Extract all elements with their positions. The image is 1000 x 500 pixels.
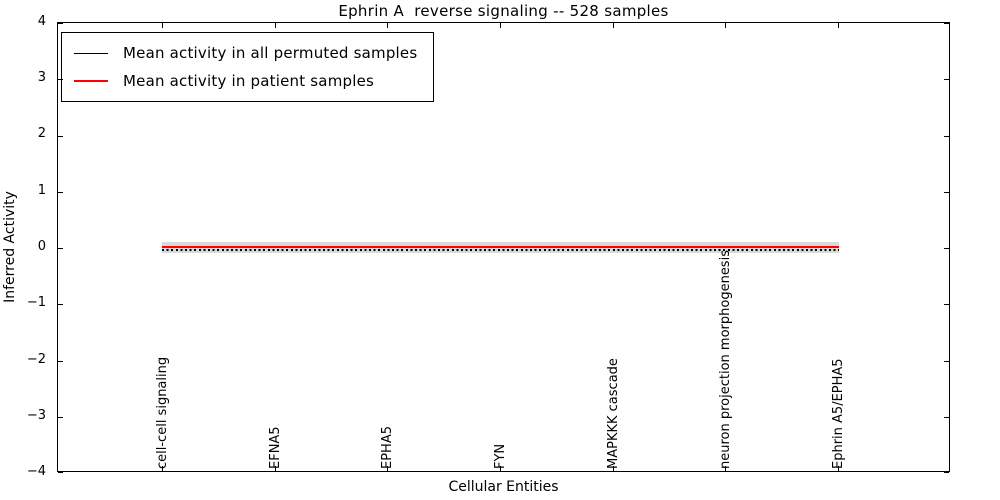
tick-mark xyxy=(387,466,388,471)
legend-entry-permuted: Mean activity in all permuted samples xyxy=(74,39,417,67)
tick-mark xyxy=(838,23,839,28)
permuted-mean-line xyxy=(162,249,839,251)
chart-title: Ephrin A reverse signaling -- 528 sample… xyxy=(338,2,669,20)
legend: Mean activity in all permuted samples Me… xyxy=(61,32,435,102)
y-tick-label: −1 xyxy=(26,295,46,310)
tick-mark xyxy=(58,79,63,80)
red-line-icon xyxy=(74,80,108,82)
tick-mark xyxy=(58,192,63,193)
tick-mark xyxy=(500,466,501,471)
tick-mark xyxy=(387,23,388,28)
y-tick-label: 3 xyxy=(37,70,46,85)
tick-mark xyxy=(58,248,63,249)
tick-mark xyxy=(944,248,949,249)
tick-mark xyxy=(58,23,63,24)
tick-mark xyxy=(944,472,949,473)
x-tick-label-neuron-projection-morphogenesis: neuron projection morphogenesis xyxy=(718,250,733,469)
y-tick-label: 1 xyxy=(37,183,46,198)
tick-mark xyxy=(944,417,949,418)
tick-mark xyxy=(162,23,163,28)
x-tick-label-cell-cell-signaling: cell-cell signaling xyxy=(155,356,170,469)
y-tick-label: 2 xyxy=(37,126,46,141)
tick-mark xyxy=(500,23,501,28)
tick-mark xyxy=(944,23,949,24)
tick-mark xyxy=(944,79,949,80)
tick-mark xyxy=(58,361,63,362)
y-tick-label: 0 xyxy=(37,239,46,254)
y-tick-label: −4 xyxy=(26,464,46,479)
black-line-icon xyxy=(74,52,108,54)
tick-mark xyxy=(944,304,949,305)
tick-mark xyxy=(613,466,614,471)
tick-mark xyxy=(275,466,276,471)
y-tick-label: −3 xyxy=(26,408,46,423)
legend-entry-patient: Mean activity in patient samples xyxy=(74,67,417,95)
tick-mark xyxy=(944,192,949,193)
y-tick-label: −2 xyxy=(26,352,46,367)
y-tick-label: 4 xyxy=(37,14,46,29)
tick-mark xyxy=(725,23,726,28)
tick-mark xyxy=(838,466,839,471)
legend-label-permuted: Mean activity in all permuted samples xyxy=(123,44,418,62)
x-tick-label-ephrin-a5-epha5: Ephrin A5/EPHA5 xyxy=(831,358,846,469)
plot-area: cell-cell signaling EFNA5 EPHA5 FYN MAPK… xyxy=(57,22,950,473)
tick-mark xyxy=(613,23,614,28)
tick-mark xyxy=(58,417,63,418)
tick-mark xyxy=(58,136,63,137)
tick-mark xyxy=(275,23,276,28)
legend-label-patient: Mean activity in patient samples xyxy=(123,72,375,90)
tick-mark xyxy=(58,472,63,473)
y-tick-labels: 4 3 2 1 0 −1 −2 −3 −4 xyxy=(0,0,50,500)
tick-mark xyxy=(944,136,949,137)
x-axis-label: Cellular Entities xyxy=(448,479,559,495)
x-tick-label-epha5: EPHA5 xyxy=(380,426,395,469)
patient-mean-line xyxy=(162,246,839,248)
x-tick-label-mapkkk-cascade: MAPKKK cascade xyxy=(606,358,621,469)
tick-mark xyxy=(944,361,949,362)
tick-mark xyxy=(58,304,63,305)
x-tick-label-efna5: EFNA5 xyxy=(268,426,283,469)
tick-mark xyxy=(725,466,726,471)
tick-mark xyxy=(162,466,163,471)
